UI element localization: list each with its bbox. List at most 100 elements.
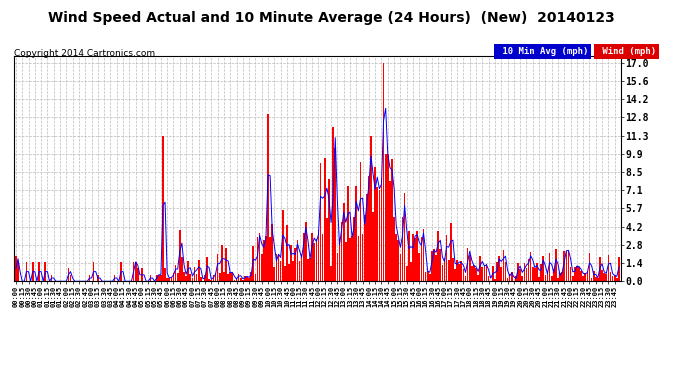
Bar bbox=[240, 278, 241, 281]
Bar bbox=[253, 246, 254, 281]
Bar bbox=[458, 264, 460, 281]
Bar bbox=[244, 276, 246, 281]
Bar bbox=[162, 136, 164, 281]
Bar bbox=[414, 238, 416, 281]
Bar bbox=[202, 280, 204, 281]
Bar bbox=[301, 254, 302, 281]
Bar bbox=[198, 260, 199, 281]
Bar bbox=[158, 275, 159, 281]
Bar bbox=[595, 278, 597, 281]
Bar bbox=[206, 256, 208, 281]
Bar bbox=[273, 267, 275, 281]
Bar bbox=[210, 280, 212, 281]
Bar bbox=[452, 258, 454, 281]
Bar bbox=[444, 258, 445, 281]
Bar bbox=[229, 272, 231, 281]
Bar bbox=[275, 254, 277, 281]
Bar bbox=[496, 262, 498, 281]
Bar bbox=[137, 268, 139, 281]
Bar bbox=[269, 237, 271, 281]
Bar bbox=[282, 210, 284, 281]
Bar bbox=[17, 262, 19, 281]
Bar bbox=[223, 272, 225, 281]
Bar bbox=[538, 277, 540, 281]
Bar bbox=[397, 240, 399, 281]
Text: Wind Speed Actual and 10 Minute Average (24 Hours)  (New)  20140123: Wind Speed Actual and 10 Minute Average … bbox=[48, 11, 615, 25]
Bar bbox=[172, 273, 175, 281]
Bar bbox=[194, 267, 195, 281]
Bar bbox=[250, 272, 252, 281]
Bar bbox=[559, 273, 561, 281]
Bar bbox=[383, 63, 384, 281]
Text: Wind (mph): Wind (mph) bbox=[597, 47, 656, 56]
Bar bbox=[343, 202, 344, 281]
Bar bbox=[506, 278, 509, 281]
Bar bbox=[135, 262, 137, 281]
Bar bbox=[528, 259, 529, 281]
Bar bbox=[460, 261, 462, 281]
Bar bbox=[549, 253, 551, 281]
Bar bbox=[381, 178, 382, 281]
Bar bbox=[286, 225, 288, 281]
Bar bbox=[475, 268, 477, 281]
Bar bbox=[427, 271, 428, 281]
Bar bbox=[540, 264, 542, 281]
Bar bbox=[416, 231, 418, 281]
Bar bbox=[524, 262, 525, 281]
Bar bbox=[315, 239, 317, 281]
Bar bbox=[536, 263, 538, 281]
Bar bbox=[446, 234, 447, 281]
Bar bbox=[164, 268, 166, 281]
Bar bbox=[311, 233, 313, 281]
Bar bbox=[482, 267, 483, 281]
Bar bbox=[231, 273, 233, 281]
Bar bbox=[331, 266, 332, 281]
Bar bbox=[614, 275, 615, 281]
Bar bbox=[234, 279, 235, 281]
Bar bbox=[431, 251, 433, 281]
Bar bbox=[610, 272, 611, 281]
Bar bbox=[477, 274, 479, 281]
Bar bbox=[265, 236, 267, 281]
Bar bbox=[355, 186, 357, 281]
Bar bbox=[368, 176, 370, 281]
Bar bbox=[584, 273, 586, 281]
Bar bbox=[293, 261, 294, 281]
Bar bbox=[534, 267, 535, 281]
Bar bbox=[351, 237, 353, 281]
Bar bbox=[433, 249, 435, 281]
Bar bbox=[366, 194, 368, 281]
Bar bbox=[246, 277, 248, 281]
Bar bbox=[242, 280, 244, 281]
Bar bbox=[375, 167, 376, 281]
Bar bbox=[347, 186, 348, 281]
Bar bbox=[335, 148, 336, 281]
Bar bbox=[255, 274, 256, 281]
Bar bbox=[370, 136, 372, 281]
Bar bbox=[603, 273, 605, 281]
Bar bbox=[92, 262, 95, 281]
Bar bbox=[500, 267, 502, 281]
Bar bbox=[504, 262, 506, 281]
Text: Copyright 2014 Cartronics.com: Copyright 2014 Cartronics.com bbox=[14, 49, 155, 58]
Bar bbox=[385, 154, 386, 281]
Bar bbox=[341, 222, 342, 281]
Bar bbox=[259, 233, 260, 281]
Bar bbox=[150, 275, 151, 281]
Bar bbox=[412, 234, 414, 281]
Bar bbox=[435, 255, 437, 281]
Bar bbox=[423, 229, 424, 281]
Bar bbox=[271, 224, 273, 281]
Bar bbox=[593, 271, 595, 281]
Bar bbox=[494, 279, 496, 281]
Bar bbox=[518, 263, 519, 281]
Bar bbox=[520, 269, 521, 281]
Bar bbox=[179, 230, 181, 281]
Bar bbox=[570, 267, 571, 281]
Bar bbox=[605, 274, 607, 281]
Bar bbox=[267, 114, 269, 281]
Bar bbox=[183, 272, 185, 281]
Bar bbox=[225, 248, 227, 281]
Bar bbox=[612, 276, 613, 281]
Bar bbox=[26, 262, 27, 281]
